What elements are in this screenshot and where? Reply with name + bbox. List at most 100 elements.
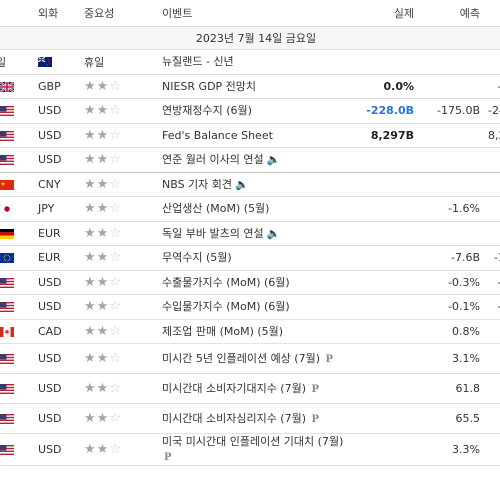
preliminary-icon: P	[311, 383, 320, 395]
flag-cell	[0, 294, 34, 320]
event-name: 제조업 판매 (MoM) (5월)	[162, 324, 284, 338]
event-cell[interactable]: 산업생산 (MoM) (5월)	[158, 196, 350, 222]
header-fx[interactable]: 외화	[34, 0, 80, 27]
star-icon: ★	[96, 274, 110, 290]
forecast-value: -0.1%	[418, 294, 484, 320]
currency-code: JPY	[38, 202, 55, 216]
event-cell[interactable]: 제조업 판매 (MoM) (5월)	[158, 319, 350, 344]
table-row[interactable]: USD ★★☆ 미시간대 소비자기대지수 (7월) P 61.8 6	[0, 373, 500, 404]
forecast-value: -1.6%	[418, 196, 484, 222]
previous-value: -0.	[484, 294, 500, 320]
event-cell[interactable]: 미시간 5년 인플레이션 예상 (7월) P	[158, 343, 350, 374]
event-name: NBS 기자 회견	[162, 177, 233, 191]
event-cell[interactable]: 수출물가지수 (MoM) (6월)	[158, 270, 350, 295]
importance-cell: ★★☆	[80, 196, 158, 222]
star-outline-icon: ☆	[109, 351, 122, 366]
event-cell[interactable]: 미시간대 소비자심리지수 (7월) P	[158, 403, 350, 434]
star-icon: ★	[96, 201, 110, 217]
star-outline-icon: ☆	[109, 411, 122, 426]
flag-cell	[0, 270, 34, 295]
table-row[interactable]: USD ★★☆ 연준 월러 이사의 연설 🔈	[0, 147, 500, 173]
importance-cell: ★★☆	[80, 245, 158, 271]
table-row[interactable]: USD ★★☆ Fed's Balance Sheet 8,297B 8,29	[0, 123, 500, 148]
forecast-value	[418, 147, 484, 173]
header-previous[interactable]: 이	[484, 0, 500, 27]
forecast-value	[418, 74, 484, 99]
actual-value	[350, 221, 418, 246]
flag-cell	[0, 196, 34, 222]
holiday-event[interactable]: 뉴질랜드 - 신년	[158, 49, 350, 75]
header-actual[interactable]: 실제	[350, 0, 418, 27]
forecast-value: -0.3%	[418, 270, 484, 295]
event-cell[interactable]: 미국 미시간대 인플레이션 기대치 (7월) P	[158, 433, 350, 466]
forecast-value: -175.0B	[418, 98, 484, 124]
star-icon: ★	[96, 127, 110, 143]
table-row[interactable]: USD ★★☆ 수입물가지수 (MoM) (6월) -0.1% -0.	[0, 294, 500, 320]
us-flag-icon	[0, 384, 14, 394]
event-name: 독일 부바 발츠의 연설	[162, 226, 264, 240]
currency-cell: CNY	[34, 172, 80, 197]
event-cell[interactable]: NBS 기자 회견 🔈	[158, 172, 350, 197]
importance-cell: ★★☆	[80, 221, 158, 246]
event-cell[interactable]: 독일 부바 발츠의 연설 🔈	[158, 221, 350, 246]
actual-value: -228.0B	[350, 98, 418, 124]
table-row[interactable]: USD ★★☆ 연방재정수지 (6월) -228.0B -175.0B -240	[0, 98, 500, 124]
previous-value: -0.	[484, 74, 500, 99]
currency-code: USD	[38, 104, 62, 118]
table-row[interactable]: USD ★★☆ 수출물가지수 (MoM) (6월) -0.3% -1.	[0, 270, 500, 295]
flag-cell	[0, 147, 34, 173]
previous-value: 6	[484, 403, 500, 434]
header-importance[interactable]: 중요성	[80, 0, 158, 27]
star-icon: ★	[96, 381, 110, 396]
importance-cell: ★★☆	[80, 343, 158, 374]
actual-value	[350, 433, 418, 466]
currency-cell: USD	[34, 98, 80, 124]
star-icon: ★	[84, 381, 97, 396]
event-cell[interactable]: 연준 월러 이사의 연설 🔈	[158, 147, 350, 173]
actual-value: 0.0%	[350, 74, 418, 99]
forecast-value: 65.5	[418, 403, 484, 434]
forecast-value: 61.8	[418, 373, 484, 404]
star-icon: ★	[84, 323, 97, 339]
star-icon: ★	[84, 127, 97, 143]
table-row[interactable]: USD ★★☆ 미국 미시간대 인플레이션 기대치 (7월) P 3.3% 3.	[0, 433, 500, 466]
star-icon: ★	[96, 78, 110, 94]
event-name: 수출물가지수 (MoM) (6월)	[162, 275, 290, 289]
star-icon: ★	[96, 176, 110, 192]
event-cell[interactable]: 수입물가지수 (MoM) (6월)	[158, 294, 350, 320]
table-row[interactable]: GBP ★★☆ NIESR GDP 전망치 0.0% -0.	[0, 74, 500, 99]
currency-cell: USD	[34, 123, 80, 148]
table-row[interactable]: CNY ★★☆ NBS 기자 회견 🔈	[0, 172, 500, 197]
table-row[interactable]: EUR ★★☆ 무역수지 (5월) -7.6B -11	[0, 245, 500, 271]
table-row[interactable]: USD ★★☆ 미시간 5년 인플레이션 예상 (7월) P 3.1% 3.	[0, 343, 500, 374]
currency-cell: USD	[34, 343, 80, 374]
event-cell[interactable]: 미시간대 소비자기대지수 (7월) P	[158, 373, 350, 404]
previous-value: 0.	[484, 196, 500, 222]
importance-cell: ★★☆	[80, 172, 158, 197]
flag-cell	[0, 98, 34, 124]
currency-code: USD	[38, 382, 62, 395]
importance-cell: ★★☆	[80, 403, 158, 434]
event-cell[interactable]: 무역수지 (5월)	[158, 245, 350, 271]
event-name: 미국 미시간대 인플레이션 기대치 (7월)	[162, 435, 344, 448]
event-cell[interactable]: Fed's Balance Sheet	[158, 123, 350, 148]
jp-flag-icon	[0, 204, 14, 215]
table-row[interactable]: CAD ★★☆ 제조업 판매 (MoM) (5월) 0.8% 0.	[0, 319, 500, 344]
table-row[interactable]: JPY ★★☆ 산업생산 (MoM) (5월) -1.6% 0.	[0, 196, 500, 222]
event-cell[interactable]: 연방재정수지 (6월)	[158, 98, 350, 124]
header-forecast[interactable]: 예측	[418, 0, 484, 27]
forecast-value: 3.3%	[418, 433, 484, 466]
event-name: 수입물가지수 (MoM) (6월)	[162, 300, 290, 314]
event-cell[interactable]: NIESR GDP 전망치	[158, 74, 350, 99]
star-icon: ★	[84, 299, 97, 315]
event-name: 미시간대 소비자심리지수 (7월)	[162, 411, 307, 425]
header-event[interactable]: 이벤트	[158, 0, 350, 27]
economic-calendar-table: 외화 중요성 이벤트 실제 예측 이 2023년 7월 14일 금요일 일 휴일…	[0, 0, 500, 466]
us-flag-icon	[0, 414, 14, 424]
star-outline-icon: ☆	[109, 201, 122, 217]
table-row[interactable]: USD ★★☆ 미시간대 소비자심리지수 (7월) P 65.5 6	[0, 403, 500, 434]
de-flag-icon	[0, 228, 14, 239]
star-icon: ★	[84, 78, 97, 94]
star-icon: ★	[84, 176, 97, 192]
table-row[interactable]: EUR ★★☆ 독일 부바 발츠의 연설 🔈	[0, 221, 500, 246]
